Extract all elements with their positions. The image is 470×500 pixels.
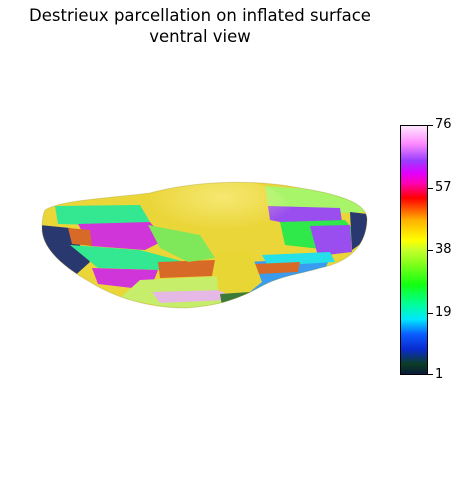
colorbar [400, 125, 428, 375]
region-pink-bottom [152, 290, 228, 303]
colorbar-label-76: 76 [435, 117, 452, 132]
region-cyan-right [262, 252, 335, 266]
region-orange-center [158, 260, 215, 278]
region-green-mid [148, 225, 215, 262]
figure-title: Destrieux parcellation on inflated surfa… [0, 5, 400, 47]
colorbar-label-57: 57 [435, 180, 452, 195]
colorbar-label-19: 19 [435, 305, 452, 320]
region-teal-lower-left [70, 245, 185, 270]
region-orange-right [255, 262, 300, 274]
title-line-1: Destrieux parcellation on inflated surfa… [29, 6, 371, 25]
region-violet-right-2 [310, 225, 352, 256]
title-line-2: ventral view [149, 27, 251, 46]
colorbar-tick-57 [428, 188, 433, 189]
colorbar-tick-1 [428, 374, 433, 375]
colorbar-label-1: 1 [435, 367, 444, 382]
region-green-top-left [55, 205, 150, 225]
region-yellow-temporal [215, 250, 262, 300]
colorbar-label-38: 38 [435, 242, 452, 257]
colorbar-tick-38 [428, 250, 433, 251]
brain-surface [41, 181, 368, 309]
colorbar-tick-19 [428, 313, 433, 314]
region-magenta-left [78, 222, 165, 250]
colorbar-tick-76 [428, 125, 433, 126]
region-orange-left [68, 228, 92, 246]
surface-highlight [140, 182, 290, 242]
